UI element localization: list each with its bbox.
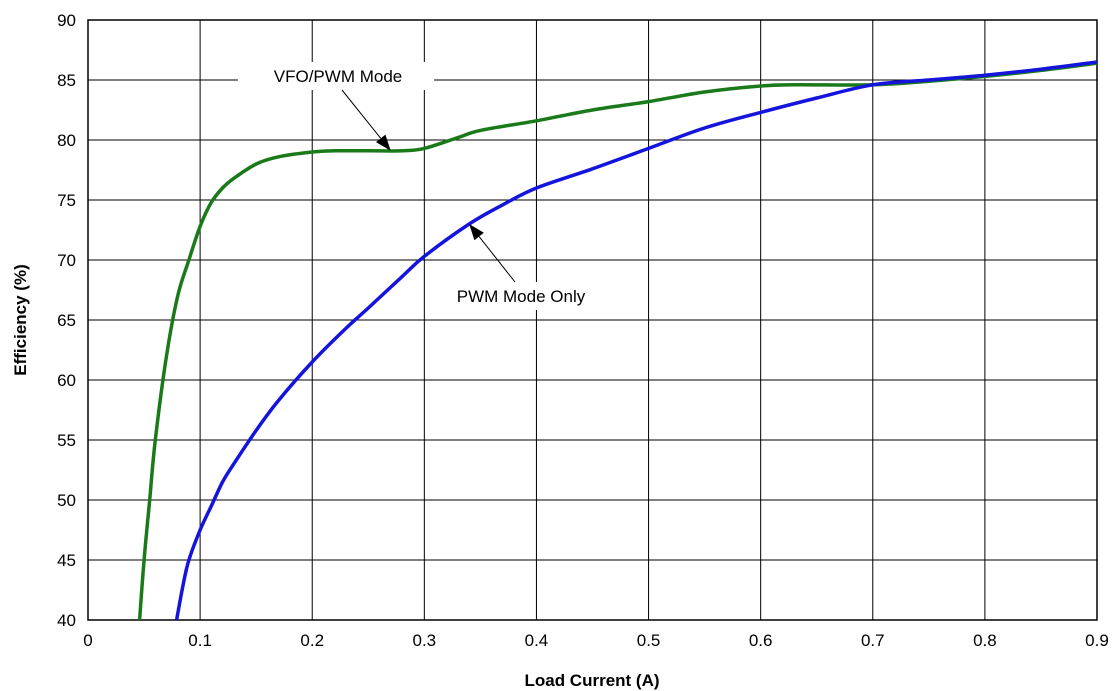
- x-tick-label: 0.9: [1085, 631, 1109, 650]
- annotation-vfo-pwm-mode: VFO/PWM Mode: [238, 62, 434, 151]
- y-tick-label: 80: [57, 131, 76, 150]
- x-tick-label: 0.1: [188, 631, 212, 650]
- y-tick-label: 60: [57, 371, 76, 390]
- x-tick-label: 0.7: [861, 631, 885, 650]
- annotations: VFO/PWM Mode PWM Mode Only: [238, 62, 606, 310]
- y-tick-label: 55: [57, 431, 76, 450]
- annotation-pwm-mode-only-arrow: [478, 236, 516, 283]
- y-tick-label: 75: [57, 191, 76, 210]
- annotation-pwm-mode-only-arrowhead: [469, 224, 484, 241]
- annotation-vfo-pwm-mode-label: VFO/PWM Mode: [274, 67, 402, 86]
- x-tick-label: 0: [83, 631, 92, 650]
- plot-area-border: [87, 19, 1098, 621]
- y-tick-label: 40: [57, 611, 76, 630]
- x-tick-label: 0.2: [300, 631, 324, 650]
- series-lines: [137, 60, 1098, 621]
- x-tick-label: 0.5: [637, 631, 661, 650]
- y-tick-label: 50: [57, 491, 76, 510]
- x-tick-label: 0.3: [413, 631, 437, 650]
- annotation-vfo-pwm-mode-arrow: [341, 89, 382, 139]
- x-tick-label: 0.4: [525, 631, 549, 650]
- x-tick-label: 0.6: [749, 631, 773, 650]
- y-tick-label: 65: [57, 311, 76, 330]
- grid-lines: [88, 20, 1097, 620]
- annotation-vfo-pwm-mode-arrowhead: [376, 134, 391, 151]
- y-tick-label: 70: [57, 251, 76, 270]
- y-tick-label: 45: [57, 551, 76, 570]
- tick-labels: 0 0.1 0.2 0.3 0.4 0.5 0.6 0.7 0.8 0.9 40 45 50 55 60 65…: [57, 11, 1109, 650]
- annotation-label-background: [238, 62, 434, 90]
- y-axis-title: Efficiency (%): [11, 264, 30, 375]
- annotation-label-background: [434, 282, 606, 310]
- annotation-pwm-mode-only: PWM Mode Only: [434, 224, 606, 310]
- x-tick-label: 0.8: [973, 631, 997, 650]
- y-tick-label: 90: [57, 11, 76, 30]
- x-axis-title: Load Current (A): [524, 671, 659, 690]
- series-line-0: [137, 61, 1098, 621]
- y-tick-label: 85: [57, 71, 76, 90]
- series-line-1: [174, 60, 1098, 621]
- annotation-pwm-mode-only-label: PWM Mode Only: [457, 287, 586, 306]
